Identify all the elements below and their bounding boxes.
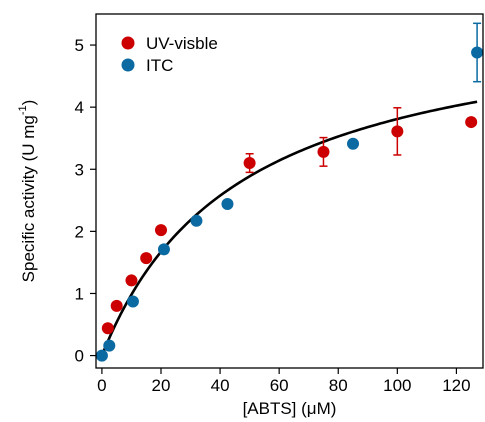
y-tick-label: 3 (75, 160, 84, 179)
plot-frame (95, 13, 484, 369)
data-point-uv-visble (154, 224, 167, 237)
legend-label-itc: ITC (146, 56, 173, 75)
y-tick-label: 0 (75, 347, 84, 366)
legend-marker-uv-visble (121, 36, 135, 50)
data-point-itc (221, 198, 234, 211)
data-point-uv-visble (391, 125, 404, 138)
y-tick-label: 1 (75, 284, 84, 303)
y-tick-label: 2 (75, 222, 84, 241)
y-axis-title-main: Specific activity (U mg (19, 115, 38, 282)
data-point-uv-visble (140, 252, 153, 265)
y-axis-title-superscript: -1 (17, 105, 29, 115)
x-tick-label: 20 (152, 376, 171, 395)
data-points-layer (95, 22, 484, 362)
x-axis-title: [ABTS] (μM) (243, 399, 337, 418)
y-tick-label: 4 (75, 98, 84, 117)
data-point-uv-visble (110, 299, 123, 312)
legend-marker-itc (121, 58, 135, 72)
legend: UV-visble ITC (121, 34, 218, 75)
y-tick-label: 5 (75, 36, 84, 55)
data-point-itc (190, 214, 203, 227)
x-tick-label: 40 (211, 376, 230, 395)
data-point-uv-visble (465, 116, 478, 129)
data-point-uv-visble (125, 274, 138, 287)
data-point-uv-visble (101, 322, 114, 335)
data-point-uv-visble (243, 157, 256, 170)
x-tick-label: 120 (442, 376, 470, 395)
data-point-itc (95, 349, 108, 362)
data-point-itc (471, 46, 484, 59)
legend-label-uv-visble: UV-visble (146, 34, 218, 53)
x-tick-label: 80 (329, 376, 348, 395)
y-axis-title: Specific activity (U mg-1) (17, 100, 38, 283)
y-axis-title-end: ) (19, 100, 38, 106)
x-tick-label: 100 (383, 376, 411, 395)
data-point-itc (126, 295, 139, 308)
data-point-itc (347, 137, 360, 150)
data-point-itc (157, 243, 170, 256)
data-point-uv-visble (317, 145, 330, 158)
x-tick-label: 60 (270, 376, 289, 395)
x-tick-label: 0 (97, 376, 106, 395)
data-point-itc (103, 339, 116, 352)
axis-ticks: 0 20 40 60 80 100 120 0 1 2 3 4 5 (75, 36, 471, 395)
